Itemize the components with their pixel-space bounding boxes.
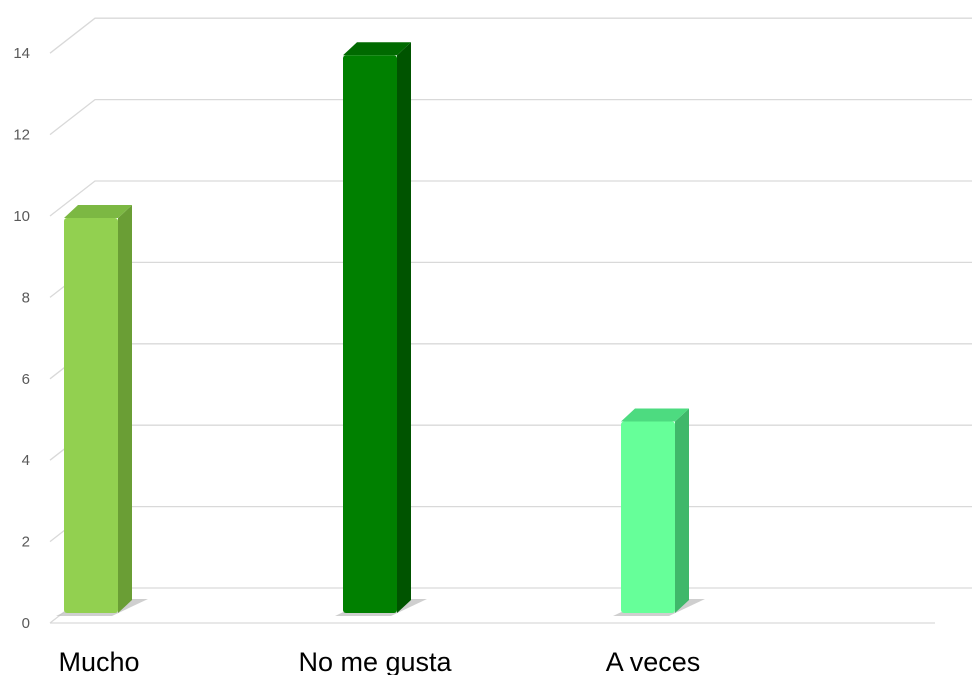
bars <box>56 42 705 616</box>
y-tick-label: 6 <box>22 371 30 388</box>
bar-no-me-gusta <box>343 55 397 613</box>
gridline <box>49 424 972 461</box>
gridline <box>49 180 972 217</box>
gridline <box>49 587 972 624</box>
y-tick-label: 4 <box>22 452 30 469</box>
x-axis-categories: Mucho No me gusta A veces <box>58 647 700 675</box>
y-tick-label: 14 <box>13 45 30 62</box>
bar-top <box>343 42 411 56</box>
bar-side <box>118 205 132 613</box>
y-tick-label: 2 <box>22 534 30 551</box>
y-tick-label: 10 <box>13 208 30 225</box>
gridline <box>49 98 972 136</box>
gridline <box>49 261 972 298</box>
gridlines <box>49 17 972 624</box>
bar-mucho <box>64 218 118 613</box>
bar-top <box>621 408 689 422</box>
y-axis-ticks: 0 2 4 6 8 10 12 14 <box>13 45 30 632</box>
x-category-label: Mucho <box>58 647 139 675</box>
bar-a-veces <box>621 421 675 613</box>
gridline <box>49 343 972 380</box>
bar-side <box>397 42 411 613</box>
bar-top <box>64 205 132 218</box>
x-category-label: A veces <box>606 647 701 675</box>
x-category-label: No me gusta <box>298 647 452 675</box>
y-tick-label: 8 <box>22 289 30 306</box>
y-tick-label: 12 <box>13 127 30 144</box>
y-tick-label: 0 <box>22 615 30 632</box>
gridline <box>49 17 972 54</box>
bar-side <box>675 408 689 613</box>
gridline <box>49 505 972 543</box>
